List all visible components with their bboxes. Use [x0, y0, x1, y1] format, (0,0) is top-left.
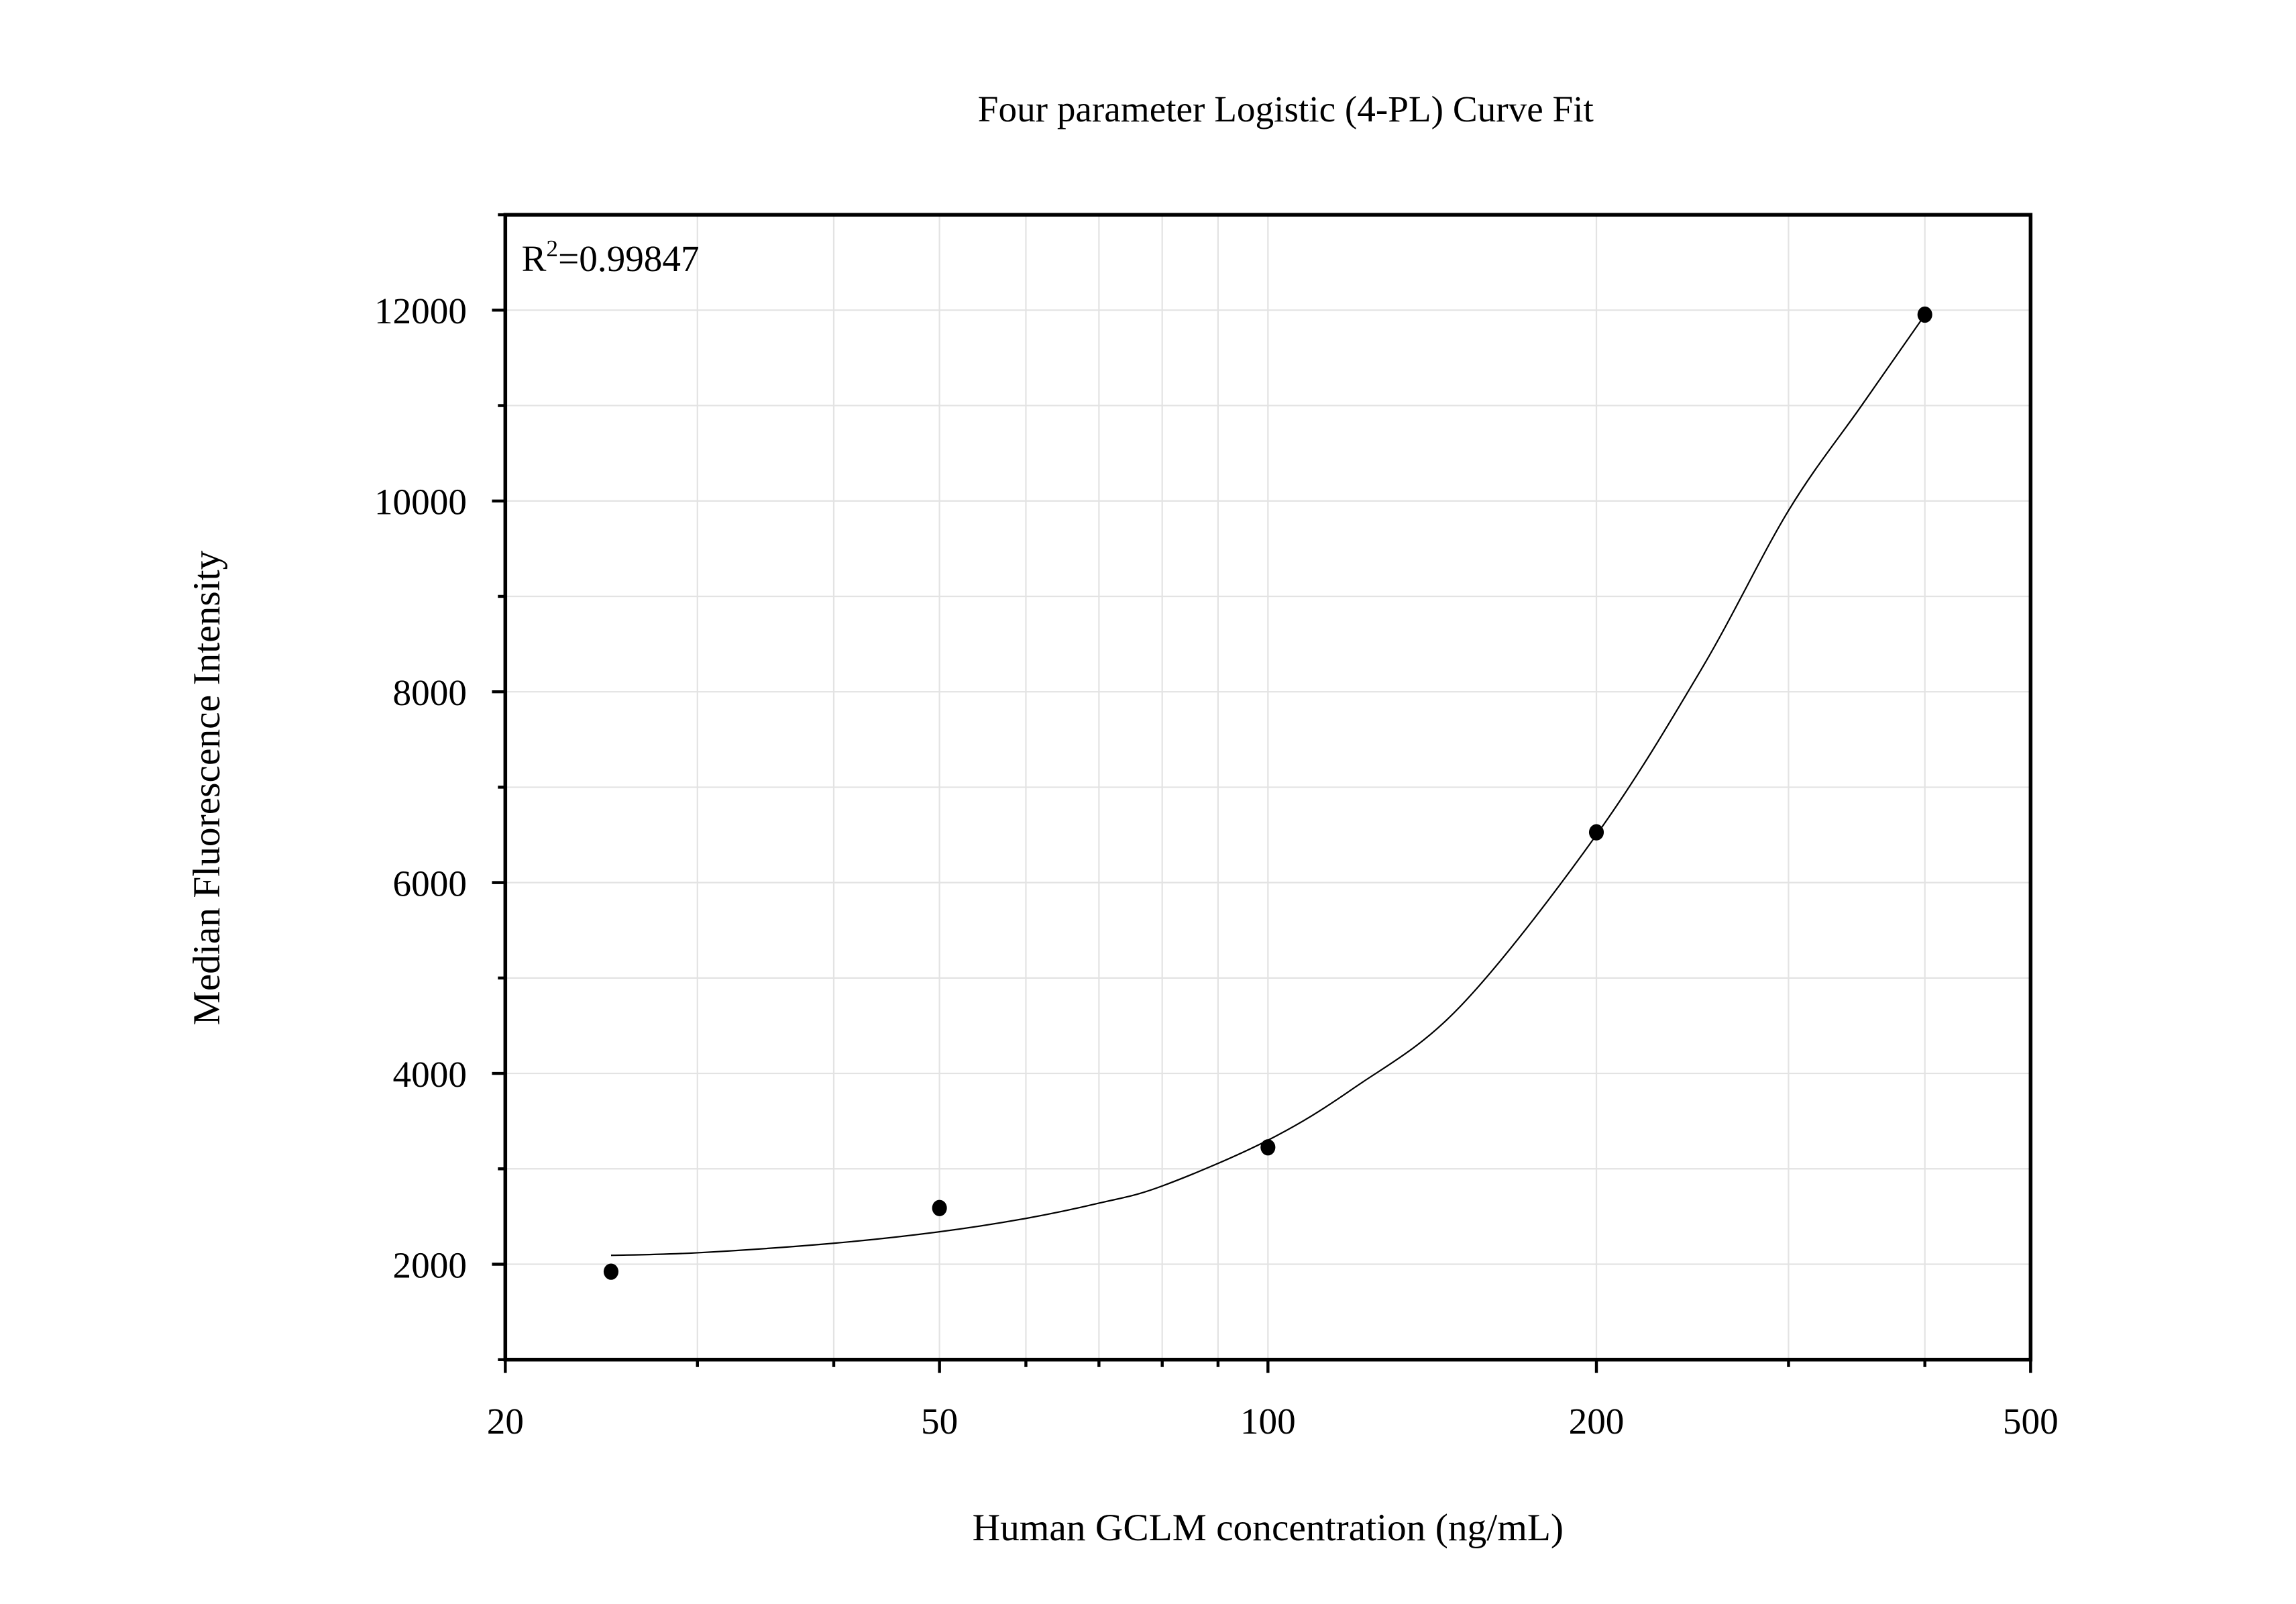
data-point [603, 1263, 619, 1280]
y-tick-label: 2000 [393, 1244, 467, 1285]
data-points [603, 306, 1932, 1280]
grid [505, 215, 2031, 1360]
fit-curve-layer [610, 314, 1926, 1257]
r-superscript: 2 [546, 235, 558, 262]
r-label: R [522, 238, 547, 279]
y-tick-label: 8000 [393, 672, 467, 713]
y-tick-label: 12000 [374, 290, 467, 331]
y-tick-label: 4000 [393, 1054, 467, 1095]
axis-ticks: 20 50 100 200 500 2000 4000 6000 8000 10000 12000 [374, 213, 2059, 1442]
y-tick-label: 6000 [393, 863, 467, 904]
x-tick-label: 50 [921, 1401, 958, 1442]
x-tick-label: 20 [487, 1401, 524, 1442]
x-tick-label: 500 [2003, 1401, 2059, 1442]
r-value: =0.99847 [558, 238, 699, 279]
x-axis-label: Human GCLM concentration (ng/mL) [973, 1507, 1564, 1549]
data-point [1260, 1139, 1276, 1156]
data-point [1588, 824, 1604, 841]
y-axis-label: Median Fluorescence Intensity [186, 550, 228, 1025]
x-tick-label: 200 [1569, 1401, 1625, 1442]
r-squared-annotation: R2=0.99847 [522, 235, 700, 279]
y-tick-label: 10000 [374, 482, 467, 523]
chart-title: Four parameter Logistic (4-PL) Curve Fit [978, 89, 1594, 129]
fit-curve [610, 314, 1926, 1257]
x-tick-label: 100 [1240, 1401, 1296, 1442]
data-point [1917, 306, 1932, 323]
data-point [932, 1199, 947, 1216]
